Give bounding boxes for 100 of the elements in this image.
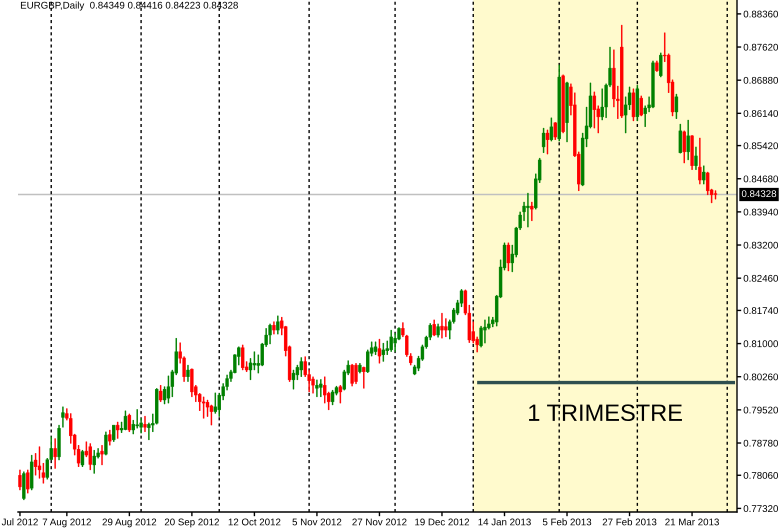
candlestick [240,344,244,370]
candlestick [338,385,342,404]
candlestick [22,471,26,500]
y-tick-label: 0.81000 [744,340,778,348]
x-tick-label: 12 Oct 2012 [228,518,280,526]
x-tick-label: 27 Feb 2013 [602,518,656,526]
y-tick-label: 0.86880 [744,76,778,84]
x-tick-label: 21 Mar 2013 [665,518,719,526]
x-tick-label: 29 Aug 2012 [102,518,156,528]
candlestick [112,424,116,442]
y-tick-label: 0.87620 [744,44,778,51]
candlestick [432,320,436,336]
candlestick [268,324,272,344]
candlestick [382,342,386,362]
candlestick [620,24,624,118]
candlestick [53,438,57,469]
candlestick [561,74,565,134]
candlestick [651,60,655,108]
y-tick-label: 0.85420 [744,142,778,150]
candlestick [30,454,34,490]
candlestick [530,202,534,222]
candlestick [632,88,636,122]
candlestick [202,396,206,419]
candlestick [276,316,280,334]
y-tick-label: 0.88360 [744,10,778,18]
candlestick [546,130,550,154]
candlestick [440,312,444,338]
x-tick-label: 27 Nov 2012 [352,518,407,526]
candlestick [92,450,96,474]
candlestick [542,128,546,153]
candlestick [300,357,303,377]
candlestick [554,122,557,140]
x-tick-label: 14 Jan 2013 [478,518,531,526]
candlestick [389,330,393,352]
candlestick [362,366,366,389]
x-tick-label: 7 Aug 2012 [42,518,91,528]
candlestick [674,94,678,119]
candlestick [655,60,659,72]
candlestick [80,450,84,467]
candlestick [690,135,694,170]
x-tick-label: 20 Sep 2012 [164,518,219,528]
y-tick-label: 0.78060 [744,472,778,479]
candlestick [686,120,690,160]
candlestick [57,424,61,460]
candlestick [558,64,561,142]
y-tick-label: 0.81740 [744,307,778,314]
candlestick [104,432,108,456]
candlestick [436,324,440,338]
candlestick [659,52,662,78]
x-tick-label: 5 Feb 2013 [542,518,592,526]
candlestick [330,390,334,406]
candlestick [636,84,640,122]
candlestick [124,410,128,430]
candlestick [354,363,358,384]
candlestick [694,146,698,170]
y-tick-label: 0.86140 [744,110,778,117]
candlestick [108,430,112,446]
candlestick [319,379,323,398]
candlestick [100,445,104,466]
x-tick-label: Jul 2012 [2,518,38,526]
y-tick-label: 0.84680 [744,175,778,182]
candlestick [640,96,643,116]
y-tick-label: 0.80260 [744,373,778,380]
annotation: 1 TRIMESTRE [529,404,682,422]
x-tick-label: 5 Nov 2012 [292,518,342,526]
x-tick-label: 19 Dec 2012 [415,518,470,526]
ref-line-label: 0.84328 [742,190,776,198]
candlestick [315,380,319,398]
candlestick [116,422,120,439]
candlestick [378,338,382,364]
y-tick-label: 0.82460 [744,274,778,282]
candlestick [186,364,190,382]
chart-title: EURGBP,Daily 0.84349 0.84416 0.84223 0.84328 [20,2,238,11]
candlestick [565,82,569,142]
y-tick-label: 0.78780 [744,440,778,447]
y-tick-label: 0.83200 [744,242,778,249]
candlestick [272,321,276,334]
candlestick [214,392,218,414]
candlestick [143,416,147,432]
candlestick [61,406,65,428]
candlestick [158,385,162,402]
candlestick [506,242,510,272]
candlestick [128,414,132,432]
candlestick [678,124,682,154]
candlestick [526,192,530,228]
y-tick-label: 0.79520 [744,406,778,414]
candlestick [18,470,22,490]
candlestick [714,190,718,200]
candlestick [483,320,487,344]
candlestick [350,364,354,386]
y-tick-label: 0.83940 [744,208,778,216]
candlestick [550,118,554,142]
candlestick [88,443,92,470]
candlestick [358,363,362,374]
candlestick [698,138,702,184]
candlestick [374,342,378,355]
candlestick [702,166,706,184]
y-tick-label: 0.77320 [744,505,778,512]
candlestick [26,470,30,494]
candlestick [682,130,686,164]
